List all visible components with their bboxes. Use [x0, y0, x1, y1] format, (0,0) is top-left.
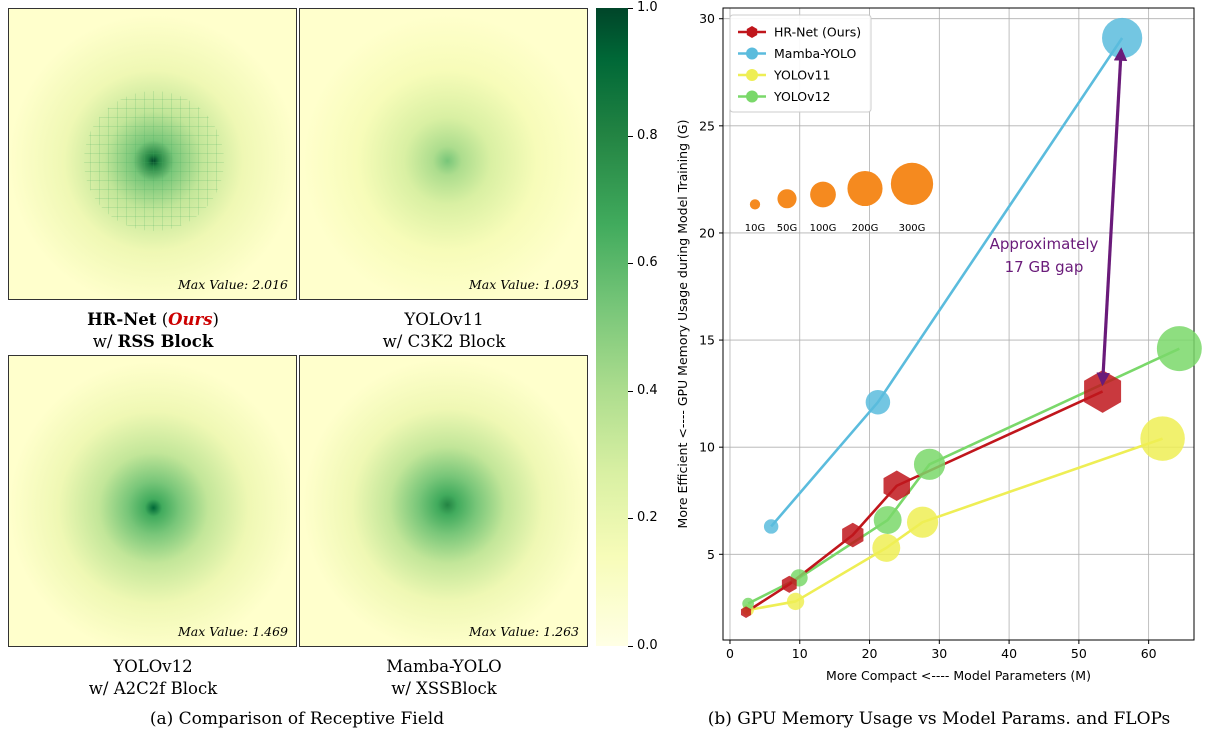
size-legend-label: 300G: [899, 223, 926, 234]
x-tick-label: 10: [792, 646, 808, 661]
plot-frame: [722, 7, 1195, 641]
gap-annotation: Approximately: [990, 235, 1099, 253]
caption-model: YOLOv12: [113, 657, 193, 676]
heatmap-caption-yolov12: YOLOv12 w/ A2C2f Block: [8, 656, 298, 700]
panel-b-caption: (b) GPU Memory Usage vs Model Params. an…: [707, 709, 1171, 729]
size-legend-label: 100G: [810, 223, 837, 234]
y-tick-label: 5: [707, 547, 715, 562]
caption-block: RSS Block: [117, 332, 214, 351]
x-tick-label: 60: [1141, 646, 1157, 661]
x-tick-label: 50: [1071, 646, 1087, 661]
y-tick-label: 25: [699, 118, 715, 133]
caption-ours: Ours: [168, 310, 213, 329]
colorbar-tick: [628, 136, 633, 137]
data-point: [906, 506, 939, 538]
size-legend-marker: [810, 181, 836, 208]
heatmap-yolov12: Max Value: 1.469: [8, 355, 297, 647]
size-legend-marker: [777, 189, 797, 209]
colorbar-label: 0.4: [637, 383, 658, 398]
caption-block: w/ A2C2f Block: [88, 679, 218, 698]
heatmap-max-value: Max Value: 2.016: [177, 277, 288, 292]
colorbar-tick: [628, 8, 633, 9]
x-tick-label: 30: [931, 646, 947, 661]
heatmap-yolov11: Max Value: 1.093: [299, 8, 588, 300]
caption-paren-close: ): [212, 310, 219, 329]
heatmap-hrnet: Max Value: 2.016: [8, 8, 297, 300]
legend-marker: [746, 69, 758, 81]
colorbar-tick: [628, 646, 633, 647]
gap-arrow: [1096, 47, 1128, 387]
data-point: [873, 506, 902, 534]
heatmap-caption-hrnet: HR-Net (Ours) w/ RSS Block: [8, 309, 298, 353]
colorbar-tick: [628, 263, 633, 264]
heatmap-yolov12-image: [9, 356, 296, 646]
panel-a-caption: (a) Comparison of Receptive Field: [149, 709, 445, 729]
legend-label: YOLOv12: [773, 89, 830, 104]
x-tick-label: 20: [862, 646, 878, 661]
data-point: [1156, 326, 1202, 372]
gap-annotation: 17 GB gap: [1005, 258, 1084, 276]
y-tick-label: 10: [699, 440, 715, 455]
data-point: [865, 389, 891, 415]
series-line: [747, 437, 1164, 612]
heatmap-max-value: Max Value: 1.263: [468, 624, 579, 639]
legend-label: Mamba-YOLO: [774, 46, 857, 61]
heatmap-max-value: Max Value: 1.093: [468, 277, 579, 292]
size-legend-marker: [749, 199, 761, 210]
heatmap-yolov11-image: [300, 9, 587, 299]
caption-model: YOLOv11: [404, 310, 484, 329]
heatmap-caption-mamba-yolo: Mamba-YOLO w/ XSSBlock: [299, 656, 589, 700]
colorbar-label: 0.6: [637, 255, 658, 270]
colorbar: [596, 8, 628, 646]
heatmap-hrnet-image: [9, 9, 296, 299]
data-point: [763, 519, 779, 534]
colorbar-label: 0.0: [637, 638, 658, 653]
y-tick-label: 15: [699, 333, 715, 348]
caption-model: HR-Net: [87, 310, 157, 329]
heatmap-caption-yolov11: YOLOv11 w/ C3K2 Block: [299, 309, 589, 353]
x-tick-label: 0: [726, 646, 734, 661]
data-point: [913, 448, 946, 480]
caption-block: w/ XSSBlock: [391, 679, 497, 698]
heatmap-mamba-yolo: Max Value: 1.263: [299, 355, 588, 647]
legend-marker: [746, 47, 758, 60]
legend-marker: [746, 26, 758, 38]
gpu-memory-chart: 0 10 20 30 40 50 60 5 10 15 20 25 30 More Compact <--…: [675, 7, 1202, 683]
caption-model: Mamba-YOLO: [386, 657, 502, 676]
colorbar-label: 0.8: [637, 128, 658, 143]
caption-with: w/: [92, 332, 113, 351]
y-tick-label: 30: [699, 11, 715, 26]
legend-marker: [746, 90, 758, 103]
colorbar-label: 1.0: [637, 0, 658, 15]
size-legend-marker: [847, 170, 883, 207]
x-axis-label: More Compact <---- Model Parameters (M): [826, 668, 1091, 683]
legend-label: HR-Net (Ours): [774, 25, 861, 40]
colorbar-tick: [628, 518, 633, 519]
size-legend-marker: [890, 162, 934, 206]
data-point: [742, 597, 754, 610]
size-legend-label: 50G: [777, 223, 797, 234]
colorbar-label: 0.2: [637, 510, 658, 525]
y-axis-label: More Efficient <---- GPU Memory Usage du…: [675, 120, 690, 529]
receptive-field-panel: Max Value: 2.016 Max Value: 1.093: [8, 0, 658, 729]
data-point: [842, 522, 864, 548]
colorbar-tick: [628, 391, 633, 392]
caption-paren-open: (: [161, 310, 169, 329]
data-point: [883, 470, 910, 502]
heatmap-mamba-yolo-image: [300, 356, 587, 646]
size-legend-label: 200G: [852, 223, 879, 234]
data-point: [872, 533, 901, 562]
legend-label: YOLOv11: [773, 68, 830, 83]
heatmap-max-value: Max Value: 1.469: [177, 624, 288, 639]
data-point: [1140, 416, 1185, 461]
y-tick-label: 20: [699, 225, 715, 240]
data-point: [781, 575, 797, 593]
size-legend-label: 10G: [745, 223, 765, 234]
data-point: [786, 592, 805, 611]
data-point: [740, 606, 752, 618]
x-tick-label: 40: [1001, 646, 1017, 661]
caption-block: w/ C3K2 Block: [382, 332, 506, 351]
legend-box: [729, 14, 872, 113]
